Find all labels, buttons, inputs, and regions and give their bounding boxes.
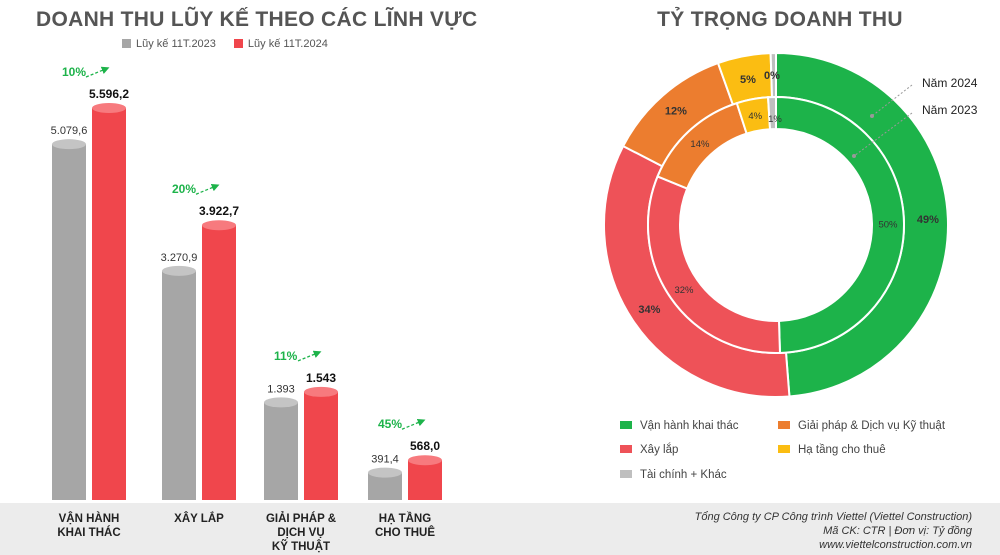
category-label: VẬN HÀNH KHAI THÁC <box>57 513 121 539</box>
callout-label-2023: Năm 2023 <box>922 103 978 117</box>
bar-value-label: 1.543 <box>306 371 336 385</box>
donut-legend-label: Hạ tầng cho thuê <box>798 444 886 456</box>
bar-2024-0 <box>92 108 126 500</box>
callout-line <box>853 112 913 157</box>
bar-value-label: 1.393 <box>267 383 295 395</box>
donut-legend-item-4: Tài chính + Khác <box>620 469 727 481</box>
bar-2023-2 <box>264 402 298 500</box>
donut-value-label: 50% <box>878 219 898 230</box>
donut-value-label: 1% <box>768 114 782 125</box>
growth-label: 10% <box>62 65 86 79</box>
growth-arrow <box>195 183 220 195</box>
bar-chart-title: DOANH THU LŨY KẾ THEO CÁC LĨNH VỰC <box>36 8 478 31</box>
donut-value-label: 49% <box>917 214 939 226</box>
donut-slice-inner-2023-0 <box>775 95 905 354</box>
donut-value-label: 34% <box>638 304 660 316</box>
donut-legend-label: Giải pháp & Dịch vụ Kỹ thuật <box>798 420 946 432</box>
donut-value-label: 0% <box>764 70 780 82</box>
donut-legend-label: Xây lắp <box>640 444 679 456</box>
bar-value-label: 3.270,9 <box>161 252 198 264</box>
donut-value-label: 12% <box>665 106 687 118</box>
donut-value-label: 5% <box>740 74 756 86</box>
growth-arrow <box>401 418 426 430</box>
bar-value-label: 391,4 <box>371 454 399 466</box>
donut-legend-item-0: Vận hành khai thác <box>620 420 738 432</box>
bar-2023-1 <box>162 270 196 500</box>
growth-label: 45% <box>378 417 402 431</box>
donut-legend-label: Vận hành khai thác <box>640 420 739 432</box>
bar-cap <box>52 139 86 150</box>
callout-line <box>871 84 913 117</box>
ticker-unit: Mã CK: CTR | Đơn vị: Tỷ đồng <box>823 525 972 537</box>
bar-value-label: 5.079,6 <box>51 125 88 137</box>
legend-label-2023: Lũy kế 11T.2023 <box>136 38 216 50</box>
footer-band <box>0 503 1000 555</box>
bar-2024-3 <box>408 460 442 500</box>
growth-label: 20% <box>172 182 196 196</box>
bar-value-label: 568,0 <box>410 439 440 453</box>
bar-2023-0 <box>52 144 86 500</box>
bar-cap <box>92 103 126 113</box>
donut-value-label: 4% <box>748 111 762 122</box>
legend-label-2024: Lũy kế 11T.2024 <box>247 38 328 50</box>
donut-value-label: 14% <box>690 139 710 150</box>
bar-2024-2 <box>304 391 338 500</box>
bar-cap <box>304 386 338 397</box>
footer-credits: Tổng Công ty CP Công trình Viettel (Viet… <box>695 510 972 552</box>
growth-arrow <box>85 66 110 78</box>
donut-legend-item-1: Xây lắp <box>620 444 678 456</box>
bar-cap <box>264 397 298 408</box>
donut-slice-inner-2023-4 <box>766 95 777 131</box>
bar-cap <box>202 220 236 231</box>
growth-arrow <box>297 350 322 362</box>
bar-legend: Lũy kế 11T.2023 Lũy kế 11T.2024 <box>122 38 328 50</box>
company-name: Tổng Công ty CP Công trình Viettel (Viet… <box>694 511 972 523</box>
callout-dot <box>852 154 856 158</box>
donut-slice-outer-2024-1 <box>603 144 791 398</box>
bar-value-label: 3.922,7 <box>199 204 239 218</box>
bar-cap <box>162 265 196 276</box>
growth-label: 11% <box>274 349 298 363</box>
donut-legend-item-3: Hạ tầng cho thuê <box>778 444 886 456</box>
website: www.viettelconstruction.com.vn <box>819 539 972 551</box>
category-label: HẠ TẦNG CHO THUÊ <box>374 513 436 539</box>
donut-value-label: 32% <box>674 285 694 296</box>
bar-2024-1 <box>202 225 236 500</box>
bar-cap <box>368 467 402 478</box>
category-label: GIẢI PHÁP & DỊCH VỤ KỸ THUẬT <box>265 513 337 553</box>
bar-value-label: 5.596,2 <box>89 87 129 101</box>
category-label: XÂY LẮP <box>174 513 224 525</box>
callout-label-2024: Năm 2024 <box>922 76 978 90</box>
bar-cap <box>408 455 442 466</box>
legend-entry-2023: Lũy kế 11T.2023 <box>122 38 216 50</box>
legend-entry-2024: Lũy kế 11T.2024 <box>233 38 328 50</box>
donut-legend-label: Tài chính + Khác <box>640 469 727 481</box>
donut-chart-title: TỶ TRỌNG DOANH THU <box>657 8 903 31</box>
callout-dot <box>870 114 874 118</box>
donut-legend-item-2: Giải pháp & Dịch vụ Kỹ thuật <box>778 420 945 432</box>
